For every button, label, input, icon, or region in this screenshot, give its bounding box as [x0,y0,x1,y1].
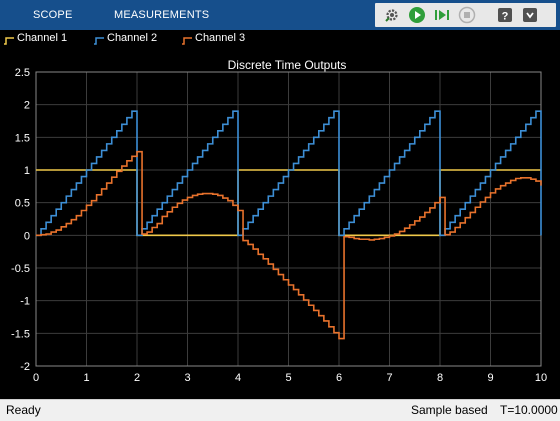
simulation-time: T=10.0000 [500,403,558,417]
y-tick-label: 0.5 [15,198,30,210]
sample-mode: Sample based [411,403,488,417]
legend: Channel 1 Channel 2 Channel 3 [0,30,560,48]
settings-icon[interactable] [382,5,402,25]
legend-label: Channel 1 [17,32,68,44]
legend-marker-icon [182,37,192,45]
y-tick-label: -0.5 [11,263,30,275]
tab-scope[interactable]: SCOPE [33,9,73,21]
legend-marker-icon [4,37,14,45]
expand-icon[interactable] [520,5,540,25]
series [36,110,542,340]
legend-item-channel-1[interactable]: Channel 1 [3,30,83,48]
x-tick-label: 0 [33,372,39,384]
scope-plot[interactable]: Discrete Time Outputs 0 1 2 3 4 5 6 7 8 9 10-2-1.5… [0,48,560,399]
x-tick-label: 9 [487,372,493,384]
y-tick-label: 2.5 [15,67,30,79]
step-forward-icon[interactable] [432,5,452,25]
x-tick-label: 1 [83,372,89,384]
toolstrip: SCOPE MEASUREMENTS [0,0,560,30]
y-tick-label: -2 [20,361,30,373]
x-tick-label: 8 [437,372,443,384]
legend-label: Channel 2 [107,32,158,44]
x-tick-label: 3 [184,372,190,384]
run-icon[interactable] [407,5,427,25]
stop-icon[interactable] [457,5,477,25]
legend-item-channel-3[interactable]: Channel 3 [181,30,261,48]
help-icon[interactable]: ? [495,5,515,25]
legend-item-channel-2[interactable]: Channel 2 [93,30,173,48]
svg-text:?: ? [502,11,509,23]
x-tick-label: 7 [386,372,392,384]
tab-measurements[interactable]: MEASUREMENTS [114,9,210,21]
y-tick-label: -1 [20,296,30,308]
y-tick-label: 2 [24,100,30,112]
x-tick-label: 5 [285,372,291,384]
y-tick-label: 0 [24,230,30,242]
y-tick-label: 1.5 [15,132,30,144]
x-tick-label: 4 [235,372,241,384]
legend-marker-icon [94,37,104,45]
plot-title: Discrete Time Outputs [228,58,347,72]
tick-labels: 0 1 2 3 4 5 6 7 8 9 10 -2 -1.5 -1 -0.5 0 0.5 1 1.5 2 2.5 [11,67,547,384]
y-tick-label: 1 [24,165,30,177]
x-tick-label: 2 [134,372,140,384]
status-bar: Ready Sample based T=10.0000 [0,399,560,421]
x-tick-label: 6 [336,372,342,384]
series-line-channel-2 [36,110,542,237]
status-text: Ready [6,403,41,417]
legend-label: Channel 3 [195,32,246,44]
x-tick-label: 10 [535,372,547,384]
quick-access-toolbar: ? [375,3,556,27]
y-tick-label: -1.5 [11,328,30,340]
series-line-channel-3 [36,150,542,340]
